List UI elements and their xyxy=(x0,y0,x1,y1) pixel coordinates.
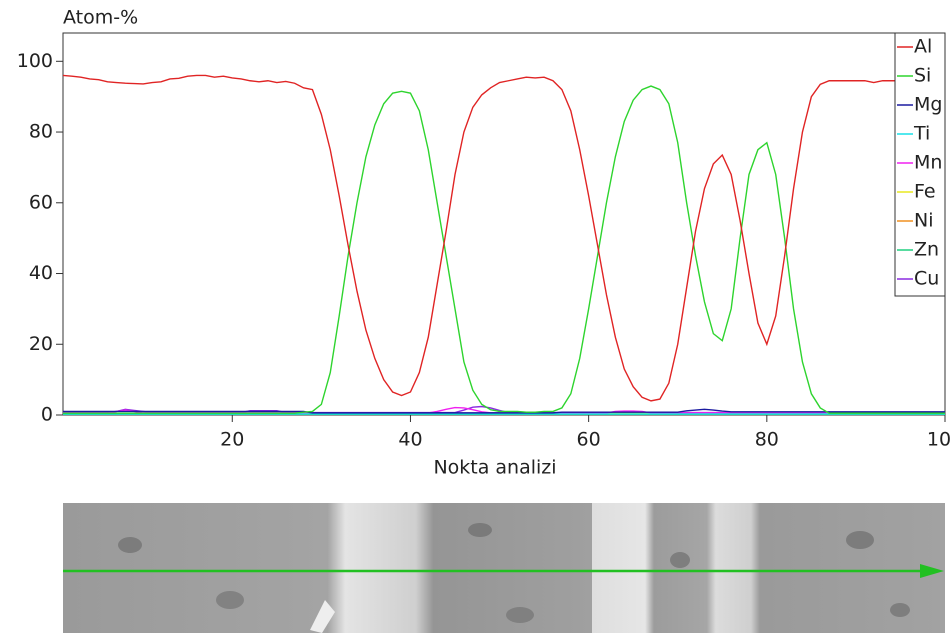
x-tick-label: 40 xyxy=(398,429,422,451)
plot-frame xyxy=(62,32,946,416)
y-tick-label: 80 xyxy=(29,121,53,143)
legend-label: Ti xyxy=(913,123,930,145)
sem-image xyxy=(63,503,945,633)
y-tick-label: 60 xyxy=(29,191,53,213)
x-axis-label: Nokta analizi xyxy=(433,457,556,479)
legend-label: Al xyxy=(914,36,932,58)
x-tick-label: 20 xyxy=(220,429,244,451)
y-tick-label: 40 xyxy=(29,262,53,284)
x-tick-label: 60 xyxy=(577,429,601,451)
legend-box xyxy=(894,32,946,297)
series-line xyxy=(63,408,945,414)
chart-title: Atom-% xyxy=(63,7,138,29)
series-line xyxy=(62,74,945,402)
x-tick-label: 100 xyxy=(927,429,952,451)
legend-label: Zn xyxy=(914,239,939,261)
y-tick-label: 0 xyxy=(41,404,53,426)
legend-label: Fe xyxy=(914,181,936,203)
legend-label: Cu xyxy=(914,268,939,290)
legend-label: Ni xyxy=(914,210,934,232)
y-tick-label: 100 xyxy=(17,50,53,72)
x-tick-label: 80 xyxy=(755,429,779,451)
legend-label: Si xyxy=(914,65,931,87)
series-line xyxy=(63,85,945,414)
legend-label: Mn xyxy=(914,152,942,174)
legend-label: Mg xyxy=(914,94,942,116)
y-tick-label: 20 xyxy=(29,333,53,355)
